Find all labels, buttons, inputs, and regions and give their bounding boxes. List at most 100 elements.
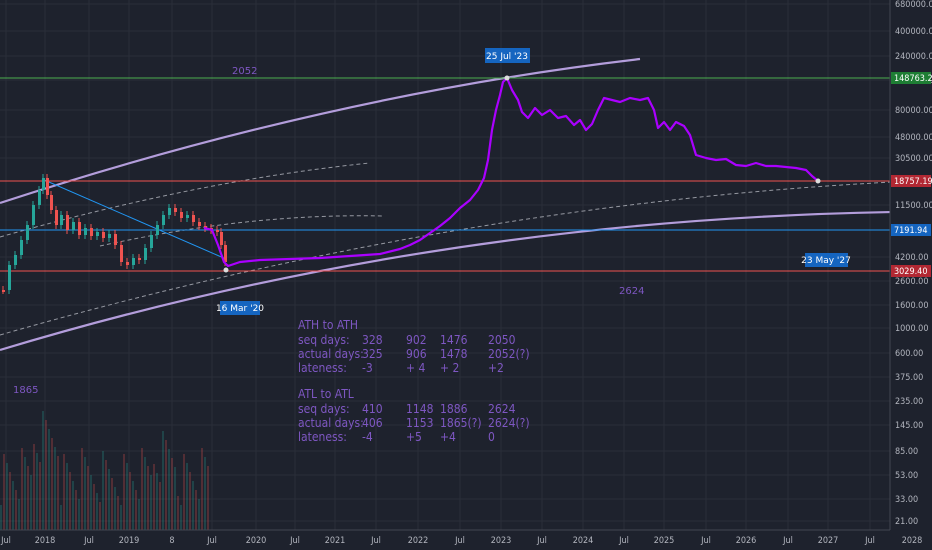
channel-lines — [0, 57, 894, 352]
x-tick-label: Jul — [206, 536, 217, 546]
volume-bar — [93, 484, 95, 530]
x-tick-label: 2021 — [325, 536, 346, 546]
volume-bar — [180, 505, 182, 530]
volume-bar — [51, 438, 53, 530]
channel-labels: 2052 2624 1865 — [13, 66, 644, 396]
volume-bar — [195, 490, 197, 530]
time-axis-bg — [0, 530, 890, 550]
volume-bar — [144, 457, 146, 530]
channel-lower — [0, 210, 894, 352]
candle-body — [60, 215, 63, 225]
y-tick-label: 600.00 — [895, 349, 923, 359]
candle-body — [216, 230, 219, 232]
volume-bar — [141, 448, 143, 530]
y-tick-label: 21.00 — [895, 517, 918, 527]
candle-body — [66, 215, 69, 230]
volume-bars — [0, 411, 209, 530]
annotation-cell: actual days: — [298, 347, 364, 361]
volume-bar — [168, 449, 170, 530]
annotation-cell: 2624 — [488, 402, 516, 416]
x-tick-label: 2024 — [573, 536, 594, 546]
volume-bar — [204, 457, 206, 530]
volume-bar — [105, 460, 107, 530]
volume-bar — [6, 463, 8, 530]
trend-line — [41, 178, 227, 260]
annotation-cell: 1153 — [406, 416, 433, 430]
candle-body — [162, 215, 165, 225]
future-marker — [815, 178, 821, 184]
time-axis[interactable]: Jul 2018 Jul 2019 8 Jul 2020 Jul 2021 Jul 2022 Jul 2… — [0, 529, 922, 550]
callout-ath-text: 25 Jul '23 — [486, 52, 528, 62]
volume-bar — [87, 466, 89, 530]
candle-body — [50, 195, 53, 210]
candle-body — [150, 235, 153, 248]
annotation-cell: seq days: — [298, 402, 350, 416]
volume-bar — [81, 448, 83, 530]
annotation-cell: lateness: — [298, 430, 347, 444]
candle-body — [114, 234, 117, 245]
ath-table: seq days: 328 902 1476 2050 actual days:325 90… — [298, 333, 530, 375]
volume-bar — [66, 463, 68, 530]
volume-bar — [69, 472, 71, 530]
y-tick-label: 375.00 — [895, 373, 923, 383]
candle-body — [90, 228, 93, 236]
annotation-cell: 325 — [362, 347, 383, 361]
x-tick-label: Jul — [536, 536, 547, 546]
volume-bar — [96, 493, 98, 530]
candle-body — [84, 228, 87, 235]
candle-body — [168, 208, 171, 215]
volume-bar — [15, 490, 17, 530]
x-tick-label: Jul — [83, 536, 94, 546]
candle-body — [156, 225, 159, 235]
annotation-cell: 902 — [406, 333, 427, 347]
channel-label-bottom: 2624 — [619, 286, 644, 297]
volume-bar — [99, 502, 101, 530]
volume-bar — [192, 481, 194, 530]
annotation-cell: 1476 — [440, 333, 468, 347]
grid — [0, 0, 890, 530]
volume-bar — [177, 496, 179, 530]
annotation-cell: +5 — [406, 430, 422, 444]
y-tick-label: 235.00 — [895, 397, 923, 407]
annotation-cell: 410 — [362, 402, 383, 416]
annotation-block: ATH to ATH seq days: 328 902 1476 2050 actual… — [298, 318, 530, 444]
x-tick-label: Jul — [864, 536, 875, 546]
volume-bar — [54, 447, 56, 530]
annotation-cell: 906 — [406, 347, 427, 361]
annotation-cell: +2 — [488, 361, 504, 375]
price-axis[interactable]: 680000.00400000.00240000.00140000.008000… — [889, 0, 932, 550]
volume-bar — [39, 462, 41, 530]
annotation-cell: + 2 — [440, 361, 459, 375]
channel-mid-lower — [0, 181, 894, 336]
x-tick-label: Jul — [618, 536, 629, 546]
volume-bar — [75, 490, 77, 530]
volume-bar — [174, 467, 176, 530]
annotation-cell: 406 — [362, 416, 383, 430]
atl-title: ATL to ATL — [298, 387, 354, 401]
volume-bar — [117, 496, 119, 530]
volume-bar — [123, 454, 125, 530]
annotation-cell: 0 — [488, 430, 495, 444]
candle-body — [108, 234, 111, 238]
x-tick-label: 2020 — [246, 536, 267, 546]
candle-body — [78, 222, 81, 235]
x-tick-label: Jul — [370, 536, 381, 546]
ath-marker — [504, 75, 510, 81]
candle-body — [138, 258, 141, 260]
y-tick-label: 400000.00 — [895, 27, 932, 37]
candle-body — [20, 240, 23, 255]
volume-bar — [0, 505, 2, 530]
x-tick-label: Jul — [289, 536, 300, 546]
x-tick-label: 2022 — [408, 536, 429, 546]
volume-bar — [150, 475, 152, 530]
volume-bar — [24, 457, 26, 530]
volume-bar — [186, 463, 188, 530]
volume-bar — [42, 411, 44, 530]
callout-ath: 25 Jul '23 — [485, 48, 530, 81]
volume-bar — [135, 490, 137, 530]
volume-bar — [45, 420, 47, 530]
candle-body — [38, 190, 41, 205]
annotation-cell: -3 — [362, 361, 373, 375]
x-tick-label: Jul — [782, 536, 793, 546]
